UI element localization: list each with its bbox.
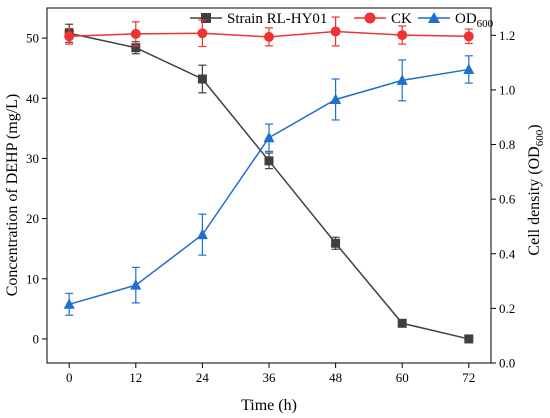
right-y-tick-label: 0.8 bbox=[499, 137, 515, 152]
right-y-tick-label: 0.6 bbox=[499, 192, 516, 207]
series-ck bbox=[64, 16, 474, 48]
x-tick-label: 72 bbox=[462, 370, 475, 385]
data-point bbox=[130, 28, 141, 39]
data-point bbox=[463, 31, 474, 42]
data-point bbox=[197, 28, 208, 39]
data-point bbox=[63, 298, 75, 309]
data-point bbox=[197, 74, 207, 84]
series-line-od600 bbox=[68, 68, 469, 306]
series-strain bbox=[64, 23, 474, 344]
data-point bbox=[131, 43, 141, 53]
right-y-axis-title: Cell density (OD600) bbox=[526, 124, 546, 255]
data-point bbox=[264, 31, 274, 42]
left-y-tick-label: 30 bbox=[26, 151, 39, 166]
data-point bbox=[397, 318, 407, 328]
data-point bbox=[396, 74, 408, 85]
data-point bbox=[196, 228, 208, 240]
data-point bbox=[397, 30, 408, 41]
legend-marker-strain bbox=[201, 13, 211, 23]
right-y-tick-label: 0.0 bbox=[499, 356, 515, 371]
x-tick-label: 0 bbox=[66, 370, 73, 385]
x-tick-label: 12 bbox=[129, 370, 142, 385]
legend-label-strain: Strain RL-HY01 bbox=[227, 11, 327, 27]
x-axis-title: Time (h) bbox=[241, 397, 297, 414]
data-point bbox=[463, 63, 475, 74]
data-point bbox=[330, 93, 342, 104]
x-tick-label: 60 bbox=[396, 370, 409, 385]
x-tick-label: 48 bbox=[329, 370, 342, 385]
right-y-tick-label: 1.0 bbox=[499, 82, 515, 97]
data-point bbox=[331, 238, 341, 248]
right-y-tick-label: 0.2 bbox=[499, 301, 515, 316]
x-tick-label: 24 bbox=[196, 370, 210, 385]
series-od600 bbox=[63, 55, 475, 316]
data-point bbox=[264, 156, 274, 166]
legend-marker-od600 bbox=[428, 12, 440, 23]
axis-ticks: 0 12 24 36 48 60 72 0 10 20 30 40 50 0.0 0.2 0.4 0.6 0.8 1… bbox=[26, 28, 516, 385]
data-point bbox=[64, 31, 75, 42]
legend-label-ck: CK bbox=[391, 11, 412, 27]
left-y-tick-label: 10 bbox=[26, 271, 39, 286]
legend: Strain RL-HY01 CK OD600 bbox=[190, 11, 494, 30]
legend-marker-ck bbox=[364, 12, 376, 24]
data-point bbox=[330, 26, 341, 37]
right-y-tick-label: 1.2 bbox=[499, 28, 515, 43]
left-y-tick-label: 20 bbox=[26, 211, 39, 226]
right-y-tick-label: 0.4 bbox=[499, 246, 516, 261]
left-y-tick-label: 50 bbox=[26, 31, 39, 46]
plot-frame bbox=[46, 7, 492, 364]
data-point bbox=[130, 279, 142, 290]
data-point bbox=[464, 334, 474, 344]
left-y-tick-label: 40 bbox=[26, 91, 39, 106]
series-layer bbox=[63, 16, 475, 344]
legend-label-od600: OD600 bbox=[455, 11, 494, 30]
left-y-tick-label: 0 bbox=[33, 331, 40, 346]
x-tick-label: 36 bbox=[263, 370, 277, 385]
left-y-axis-title: Concentration of DEHP (mg/L) bbox=[4, 94, 21, 296]
data-point bbox=[263, 131, 275, 143]
